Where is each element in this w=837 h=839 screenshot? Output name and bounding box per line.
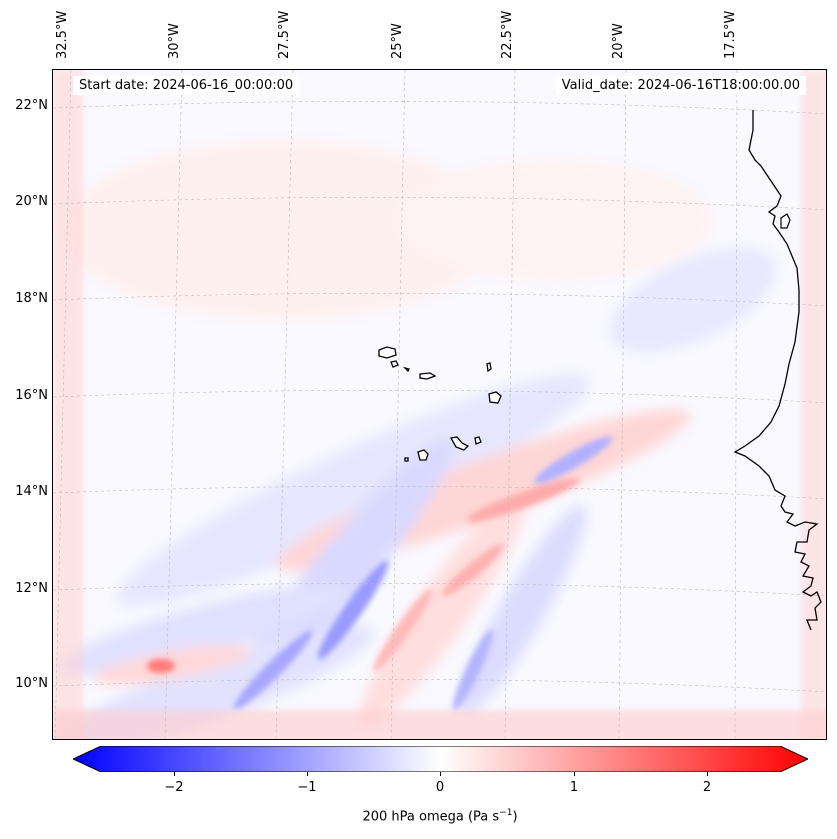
colorbar-tick-label: −2 <box>164 780 184 795</box>
lon-label: 20°W <box>611 23 626 59</box>
valid-date-label: Valid_date: 2024-06-16T18:00:00.00 <box>555 76 806 95</box>
lat-label: 12°N <box>15 581 48 596</box>
lon-label: 27.5°W <box>277 10 292 59</box>
lat-label: 10°N <box>15 676 48 691</box>
map-panel: Start date: 2024-06-16_00:00:00 Valid_da… <box>52 69 827 740</box>
lat-label: 16°N <box>15 388 48 403</box>
lon-label: 30°W <box>167 23 182 59</box>
lat-label: 14°N <box>15 484 48 499</box>
colorbar-tick-label: 2 <box>702 780 712 795</box>
colorbar-tick <box>574 772 575 776</box>
omega-cores <box>147 436 613 711</box>
cape-verde-islands <box>378 346 502 462</box>
bottom-boundary-zone <box>53 710 826 739</box>
colorbar-tick-label: −1 <box>297 780 317 795</box>
lon-label: 32.5°W <box>55 10 70 59</box>
left-boundary-zone <box>53 70 83 739</box>
colorbar <box>73 746 808 772</box>
colorbar-tick <box>707 772 708 776</box>
lat-label: 22°N <box>15 98 48 113</box>
colorbar-tick-label: 1 <box>569 780 579 795</box>
colorbar-tick-label: 0 <box>435 780 445 795</box>
lon-label: 25°W <box>390 23 405 59</box>
lon-label: 22.5°W <box>500 10 515 59</box>
lat-label: 20°N <box>15 194 48 209</box>
colorbar-label: 200 hPa omega (Pa s−1) <box>362 808 518 825</box>
omega-field-map <box>53 70 826 739</box>
colorbar-tick <box>440 772 441 776</box>
lon-label: 17.5°W <box>723 10 738 59</box>
colorbar-body <box>73 746 808 772</box>
lat-label: 18°N <box>15 291 48 306</box>
graticule <box>53 70 826 739</box>
start-date-label: Start date: 2024-06-16_00:00:00 <box>73 76 300 95</box>
coast-inlet <box>780 213 791 229</box>
right-boundary-zone <box>801 70 826 739</box>
colorbar-tick <box>307 772 308 776</box>
colorbar-tick <box>174 772 175 776</box>
africa-coastline <box>733 110 822 631</box>
